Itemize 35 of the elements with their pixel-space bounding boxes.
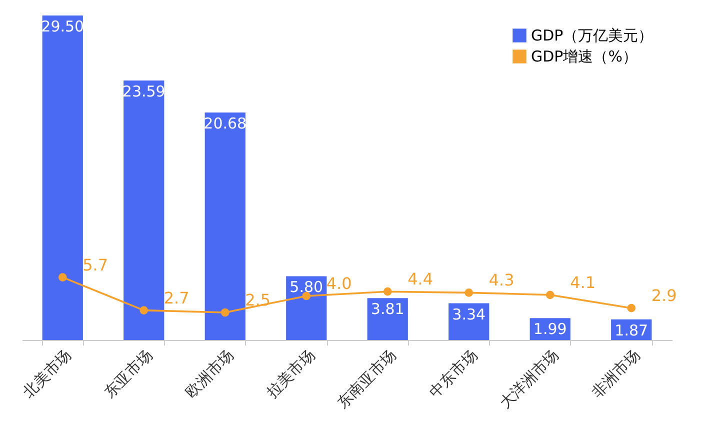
point — [546, 290, 554, 300]
point — [220, 308, 230, 317]
point — [383, 287, 392, 296]
bar — [42, 16, 83, 340]
data-label: 1.87 — [614, 321, 648, 340]
data-label: 4.0 — [326, 274, 352, 293]
x-tick-label: 东南亚市场 — [334, 346, 400, 412]
data-label: 1.99 — [533, 320, 567, 338]
bar — [367, 298, 408, 340]
x-tick-label: 北美市场 — [19, 346, 74, 402]
x-tick-label: 中东市场 — [426, 346, 481, 402]
legend-label: GDP（万亿美元） — [531, 26, 654, 44]
point — [464, 288, 474, 297]
legend-label: GDP增速（%） — [531, 48, 638, 66]
bar — [448, 303, 490, 340]
x-tick-label: 欧洲市场 — [182, 346, 237, 402]
bar — [124, 80, 164, 340]
data-label: 2.9 — [651, 286, 677, 306]
data-label: 3.34 — [452, 305, 486, 324]
point — [140, 306, 148, 314]
bar — [204, 112, 246, 340]
data-label: 5.7 — [82, 255, 108, 274]
x-tick-label: 拉美市场 — [263, 346, 318, 402]
data-label: 4.1 — [570, 272, 596, 292]
bar — [286, 276, 327, 340]
point — [627, 304, 636, 312]
data-label: 4.4 — [408, 270, 434, 289]
point — [58, 273, 67, 282]
x-tick-label: 非洲市场 — [588, 346, 644, 402]
data-label: 3.81 — [370, 300, 404, 318]
x-tick-label: 大洋洲市场 — [496, 346, 562, 412]
data-label: 5.80 — [290, 278, 324, 296]
x-tick-label: 东亚市场 — [100, 346, 156, 402]
data-label: 4.3 — [488, 270, 514, 290]
data-label: 2.7 — [164, 288, 190, 308]
